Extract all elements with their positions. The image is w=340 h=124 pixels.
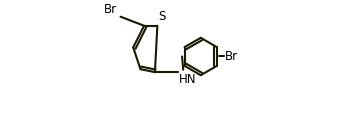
Text: HN: HN: [178, 73, 196, 86]
Text: S: S: [158, 10, 166, 23]
Text: Br: Br: [225, 50, 238, 63]
Text: Br: Br: [104, 2, 117, 16]
